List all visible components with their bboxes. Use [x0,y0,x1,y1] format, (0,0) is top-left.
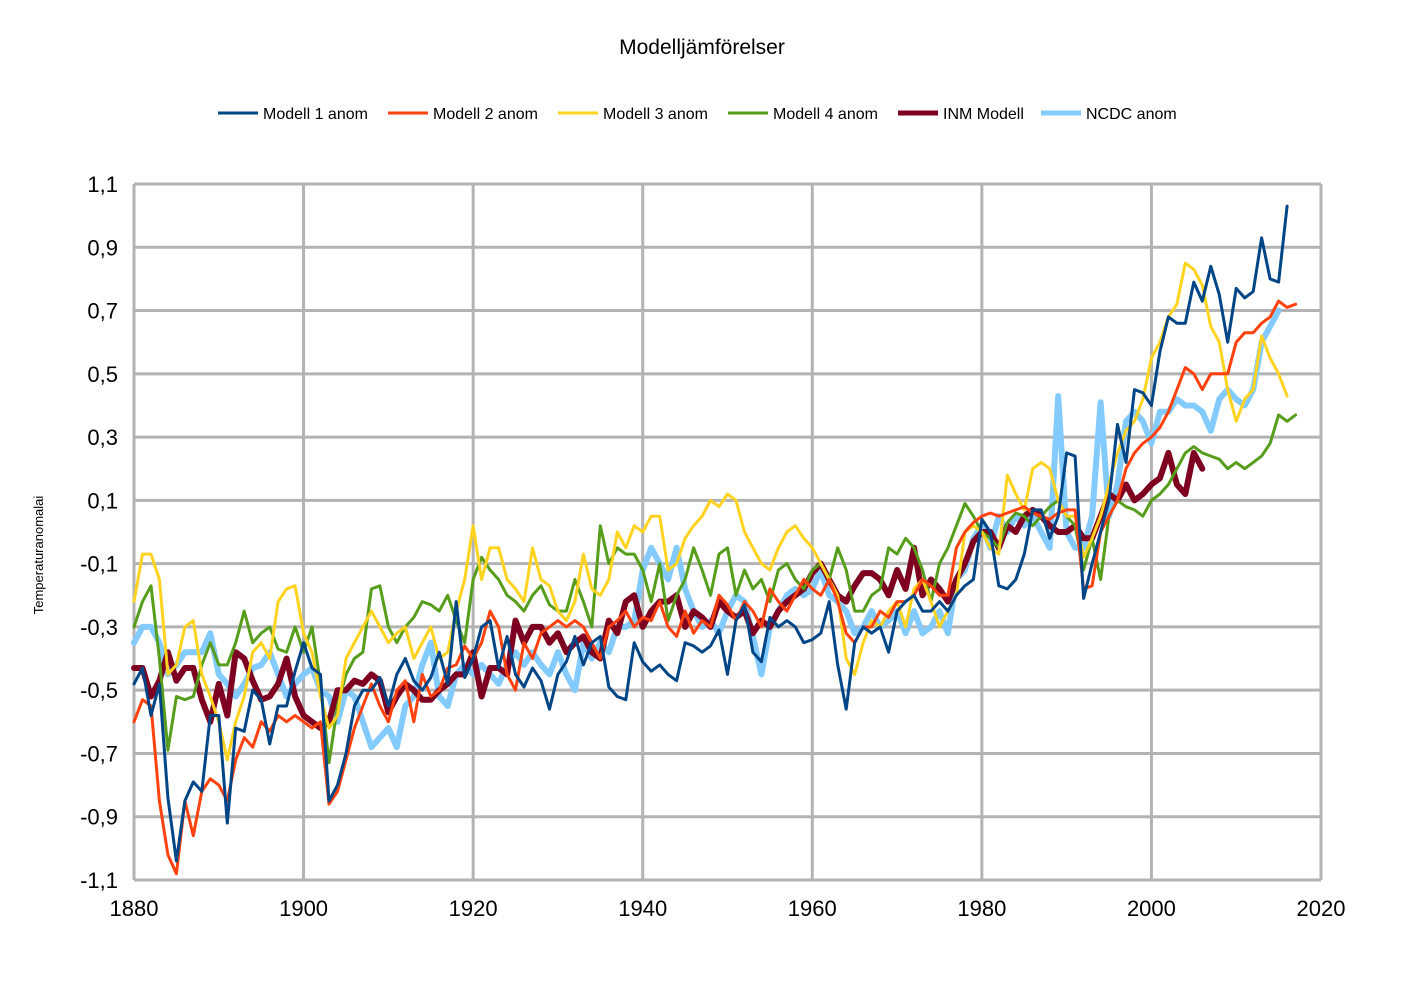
y-tick-label: -0,9 [80,805,118,830]
y-tick-label: 0,9 [87,235,118,260]
legend: Modell 1 anom Modell 2 anom Modell 3 anom M… [218,106,1177,123]
y-axis-label: Temperaturanomalai [31,496,46,615]
y-axis-ticks: 1,1 0,9 0,7 0,5 0,3 0,1 -0,1 -0,3 -0,5 -0,7 -0,9 -1… [80,172,118,893]
x-tick-label: 1920 [449,896,498,921]
x-tick-label: 1880 [110,896,159,921]
legend-label: Modell 2 anom [433,106,538,123]
series-layer [131,204,1298,876]
x-tick-label: 1960 [788,896,837,921]
legend-label: Modell 1 anom [263,106,368,123]
y-tick-label: -1,1 [80,868,118,893]
y-tick-label: 0,3 [87,425,118,450]
legend-label: NCDC anom [1086,106,1177,123]
y-tick-label: -0,3 [80,615,118,640]
x-axis-ticks: 1880 1900 1920 1940 1960 1980 2000 2020 [110,896,1346,921]
x-tick-label: 2020 [1297,896,1346,921]
series-line-3 [132,261,1289,762]
x-tick-label: 1940 [618,896,667,921]
x-tick-label: 1980 [957,896,1006,921]
series-line-1 [132,204,1289,863]
x-tick-label: 1900 [279,896,328,921]
series-line-4 [132,413,1298,765]
y-tick-label: 0,1 [87,488,118,513]
y-tick-label: 0,7 [87,299,118,324]
legend-label: Modell 4 anom [773,106,878,123]
y-tick-label: -0,1 [80,552,118,577]
chart-title: Modelljämförelser [619,36,785,59]
legend-label: Modell 3 anom [603,106,708,123]
y-tick-label: 0,5 [87,362,118,387]
legend-label: INM Modell [943,106,1024,123]
y-tick-label: -0,5 [80,678,118,703]
y-tick-label: -0,7 [80,741,118,766]
y-tick-label: 1,1 [87,172,118,197]
x-tick-label: 2000 [1127,896,1176,921]
